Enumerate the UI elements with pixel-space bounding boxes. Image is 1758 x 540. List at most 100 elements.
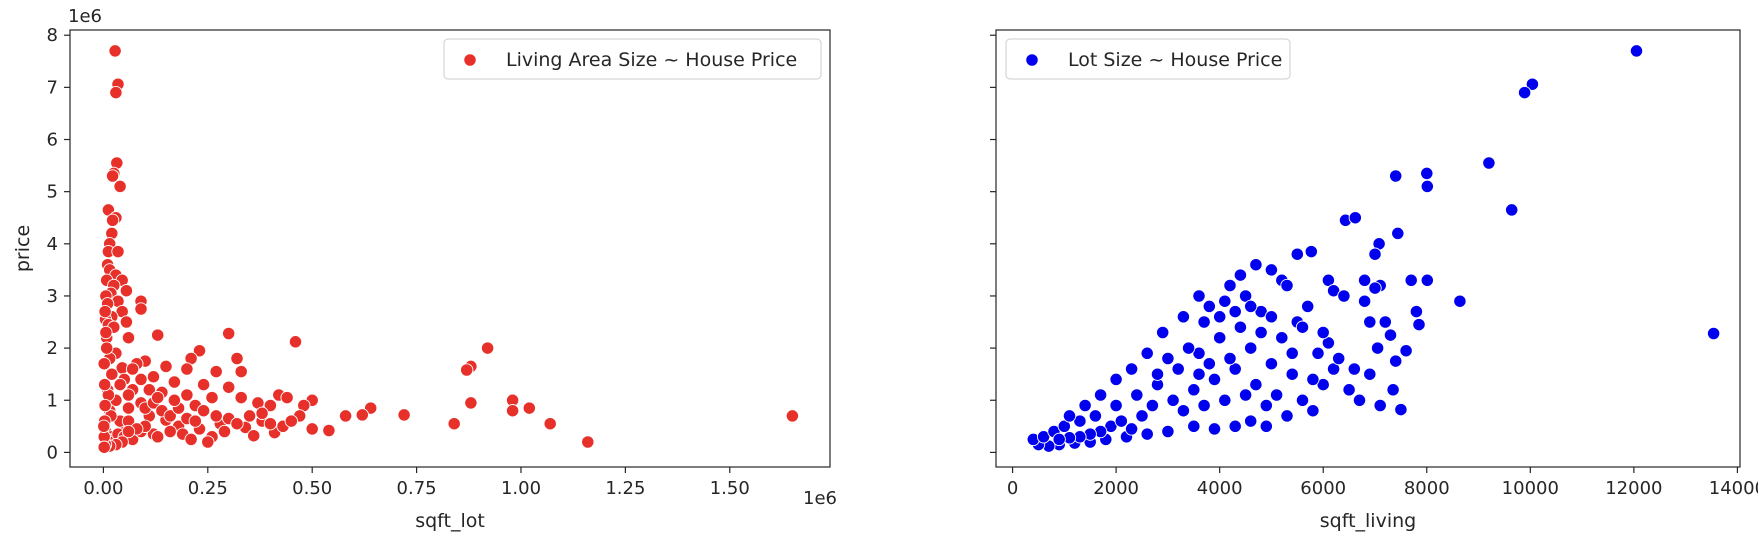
data-point — [109, 85, 123, 100]
x-axis-label: sqft_lot — [415, 510, 485, 532]
data-point — [1386, 383, 1400, 397]
data-point — [1368, 281, 1382, 295]
data-point — [1135, 409, 1149, 423]
data-point — [163, 424, 177, 439]
y-tick-label: 7 — [47, 77, 58, 98]
data-point — [151, 390, 165, 405]
data-point — [205, 390, 219, 405]
data-point — [355, 408, 369, 422]
data-point — [167, 393, 182, 407]
data-point — [1420, 179, 1434, 194]
data-point — [1347, 362, 1361, 376]
data-point — [1337, 289, 1351, 303]
x-tick-label: 1.00 — [501, 478, 541, 499]
data-point — [1370, 341, 1385, 355]
legend: Living Area Size ~ House Price — [443, 38, 822, 80]
data-point — [1213, 310, 1227, 324]
data-point — [121, 388, 136, 402]
x-tick-label: 2000 — [1093, 478, 1139, 499]
data-point — [1301, 299, 1315, 314]
left-scatter-panel: 0.00 0.25 0.50 0.75 1.00 1.25 1.50 0 1 2 3 4 5 6 7 8 sqf… — [12, 6, 837, 532]
data-point — [142, 383, 156, 397]
x-tick-label: 4000 — [1197, 478, 1243, 499]
legend-box — [1005, 38, 1291, 80]
data-point — [1197, 315, 1211, 329]
data-point — [1130, 388, 1144, 402]
data-point — [1373, 398, 1387, 413]
data-point — [1036, 430, 1051, 444]
data-point — [255, 406, 269, 420]
data-point — [97, 440, 111, 454]
data-point — [1326, 284, 1341, 298]
data-point — [1412, 317, 1426, 332]
data-point — [97, 419, 111, 433]
data-point — [230, 417, 244, 431]
data-point — [1420, 273, 1434, 287]
x-tick-label: 14000 — [1709, 478, 1758, 499]
data-point — [543, 417, 557, 431]
data-point — [464, 396, 478, 410]
data-point — [184, 432, 198, 447]
x-axis-label: sqft_living — [1320, 510, 1416, 532]
data-point — [1192, 346, 1206, 360]
data-point — [196, 377, 211, 392]
x-offset-label: 1e6 — [803, 488, 837, 509]
data-point — [97, 357, 111, 371]
data-point — [1295, 393, 1310, 407]
data-point — [105, 169, 120, 183]
data-point — [222, 326, 236, 341]
data-point — [234, 390, 248, 405]
data-point — [1207, 422, 1222, 436]
data-point — [1383, 328, 1398, 342]
data-point — [1264, 310, 1279, 324]
data-point — [1202, 299, 1216, 314]
data-point — [305, 422, 319, 436]
data-point — [119, 284, 134, 298]
data-point — [284, 414, 298, 428]
scatter-points — [1026, 44, 1721, 453]
data-point — [1290, 247, 1304, 261]
data-point — [1176, 404, 1191, 418]
y-offset-label: 1e6 — [68, 6, 102, 27]
data-point — [338, 409, 353, 423]
data-point — [1420, 166, 1434, 181]
data-point — [1453, 294, 1467, 308]
data-point — [1238, 388, 1253, 402]
y-axis-label: price — [12, 225, 34, 272]
data-point — [1140, 346, 1154, 360]
data-point — [1285, 346, 1299, 360]
data-point — [119, 315, 134, 329]
data-point — [1093, 388, 1108, 402]
data-point — [1269, 388, 1284, 402]
data-point — [151, 328, 165, 342]
data-point — [322, 423, 336, 438]
data-point — [1321, 336, 1336, 350]
data-point — [1233, 320, 1248, 334]
data-point — [263, 398, 278, 413]
data-point — [209, 364, 223, 379]
data-point — [1306, 404, 1320, 418]
data-point — [242, 409, 257, 423]
data-point — [134, 372, 148, 387]
data-point — [1311, 346, 1325, 360]
data-point — [1332, 351, 1346, 366]
data-point — [1057, 419, 1071, 433]
legend-box — [443, 38, 822, 80]
data-point — [100, 341, 114, 355]
data-point — [196, 404, 211, 418]
data-point — [125, 362, 140, 376]
data-point — [1233, 268, 1248, 282]
data-point — [1517, 85, 1532, 100]
data-point — [1187, 383, 1201, 397]
y-tick-label: 5 — [47, 182, 58, 203]
data-point — [1304, 244, 1318, 259]
data-point — [180, 362, 194, 376]
data-point — [1124, 422, 1139, 436]
y-tick-label: 3 — [47, 286, 58, 307]
data-point — [113, 377, 127, 392]
data-point — [1218, 294, 1232, 308]
data-point — [113, 179, 127, 194]
plot-area — [70, 30, 830, 467]
data-point — [1482, 156, 1496, 170]
data-point — [1352, 393, 1367, 407]
